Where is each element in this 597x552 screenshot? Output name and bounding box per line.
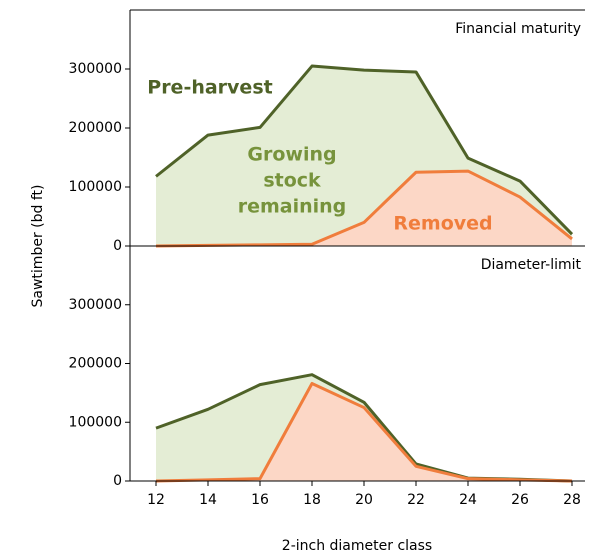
x-tick-label: 12 — [147, 492, 165, 508]
annotation: Growing — [247, 144, 336, 166]
panel-label: Diameter-limit — [481, 257, 582, 273]
x-tick-label: 28 — [563, 492, 581, 508]
y-axis-label: Sawtimber (bd ft) — [30, 185, 46, 308]
y-tick-label: 300000 — [69, 297, 122, 313]
x-tick-label: 26 — [511, 492, 529, 508]
annotation: stock — [263, 170, 321, 192]
y-tick-label: 0 — [113, 238, 122, 254]
line — [155, 381, 573, 483]
line — [155, 169, 573, 248]
annotation: remaining — [238, 196, 347, 218]
panel-label: Financial maturity — [455, 21, 581, 37]
x-tick-label: 18 — [303, 492, 321, 508]
area — [156, 383, 572, 481]
x-tick-label: 24 — [459, 492, 477, 508]
y-tick-label: 0 — [113, 473, 122, 489]
line — [155, 64, 574, 236]
x-tick-label: 20 — [355, 492, 373, 508]
y-tick-label: 200000 — [69, 120, 122, 136]
y-tick-label: 200000 — [69, 356, 122, 372]
area — [156, 171, 572, 246]
annotation: Removed — [393, 213, 492, 235]
annotation: Pre-harvest — [147, 77, 272, 99]
x-tick-label: 22 — [407, 492, 425, 508]
x-tick-label: 16 — [251, 492, 269, 508]
x-tick-label: 14 — [199, 492, 217, 508]
y-tick-label: 100000 — [69, 414, 122, 430]
x-axis-label: 2-inch diameter class — [282, 538, 432, 552]
y-tick-label: 100000 — [69, 179, 122, 195]
y-tick-label: 300000 — [69, 61, 122, 77]
